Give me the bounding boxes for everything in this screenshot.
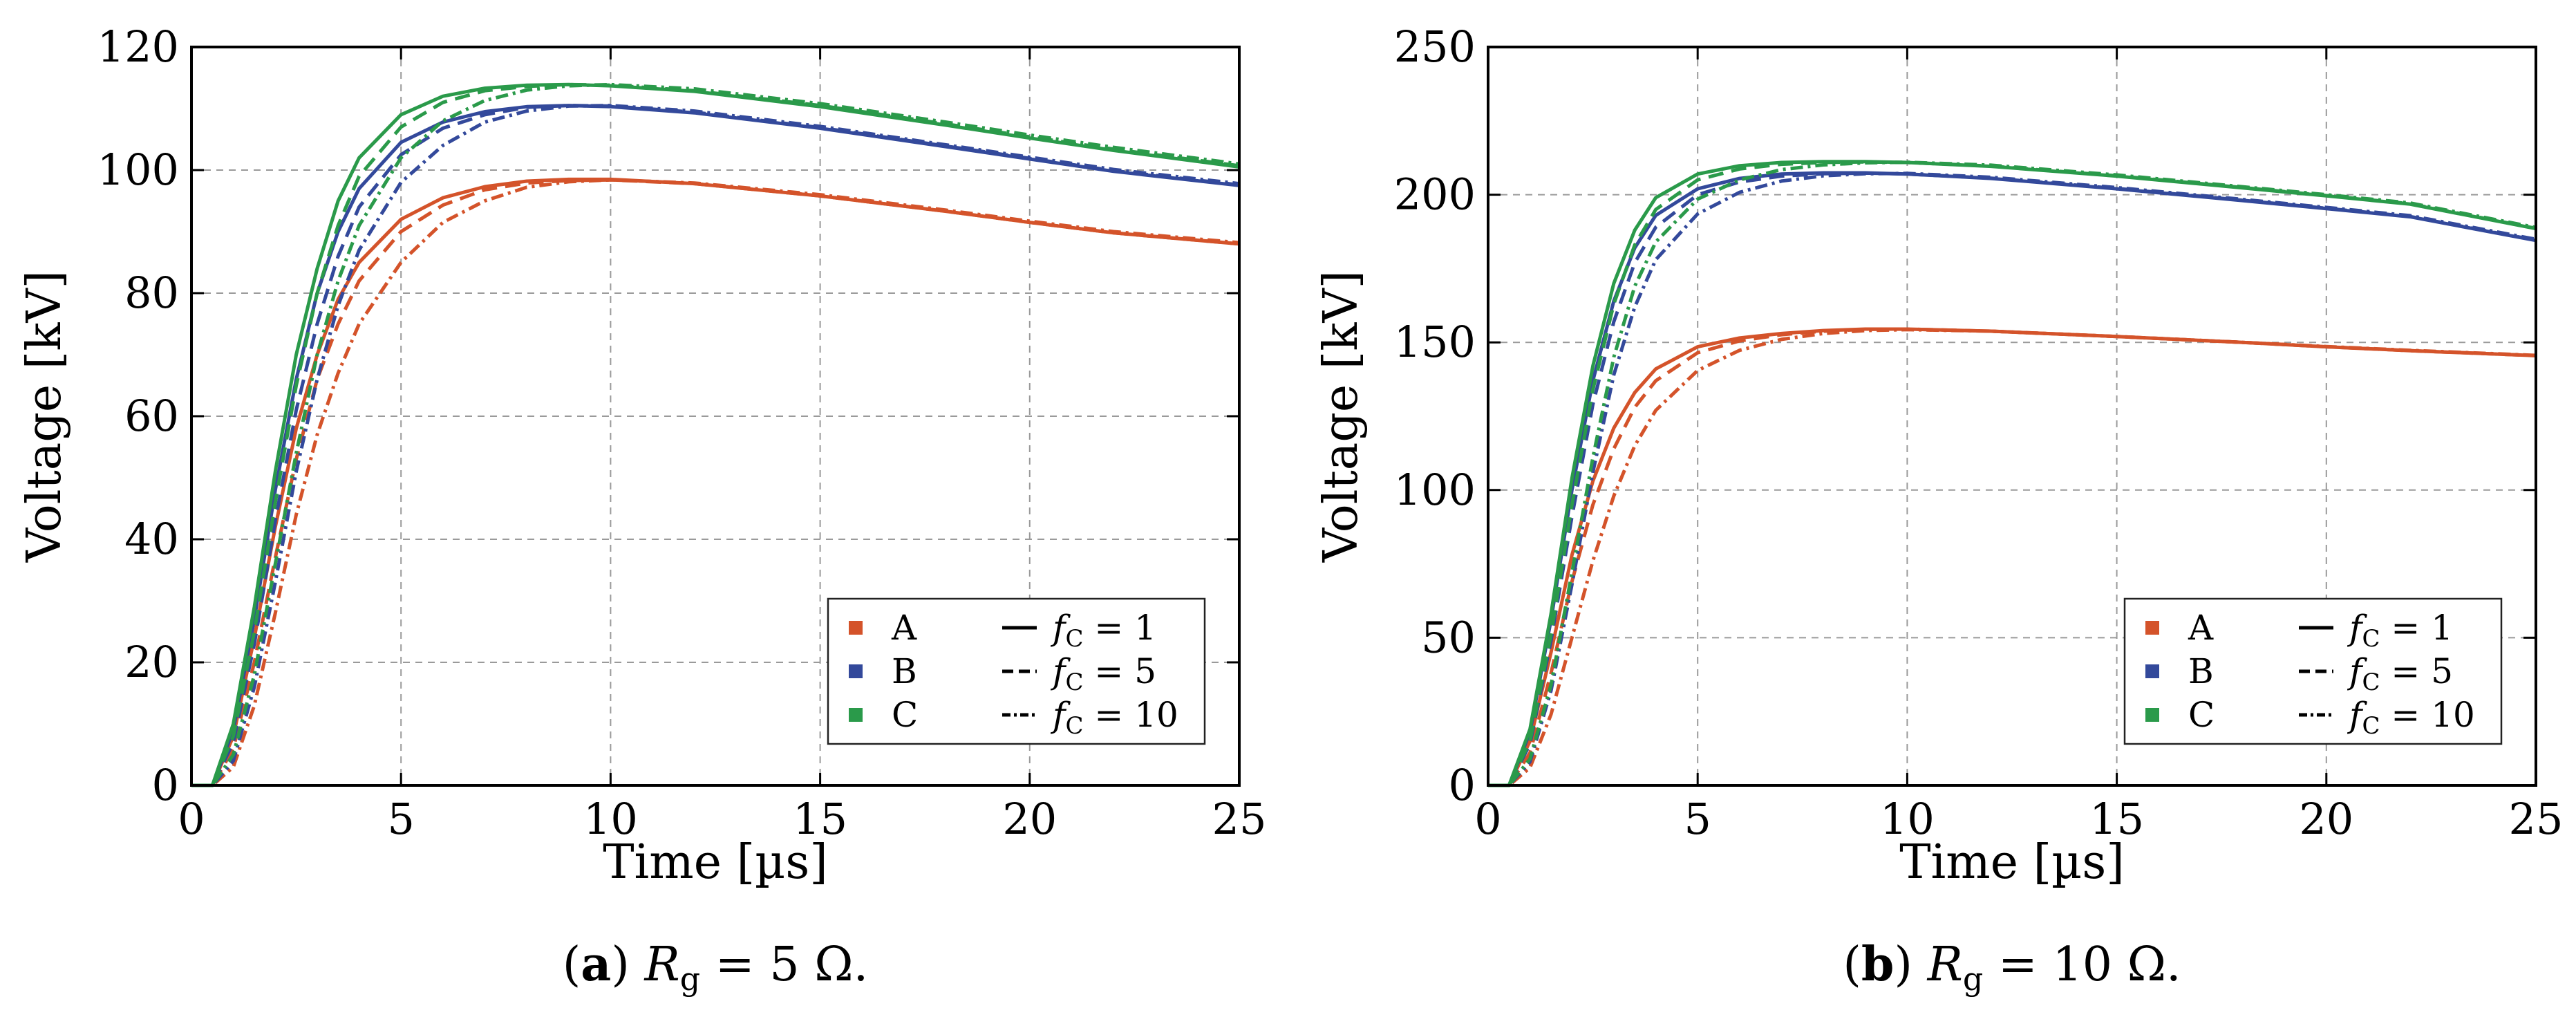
x-tick-label: 0: [1474, 794, 1501, 844]
caption-panel-letter: a: [581, 937, 611, 992]
x-tick-label: 15: [793, 794, 847, 844]
legend-style-label: fC = 1: [2347, 608, 2453, 653]
legend-value: = 5: [1084, 651, 1157, 691]
legend-subscript: C: [1066, 669, 1084, 696]
legend-swatch-b: [2145, 664, 2159, 678]
x-tick-label: 0: [178, 794, 205, 844]
caption-symbol: R: [1926, 937, 1963, 992]
legend-label-c: C: [2188, 695, 2215, 735]
plot-frame: [1487, 46, 2537, 787]
y-tick-label: 250: [1394, 21, 1476, 72]
legend-value: = 1: [1084, 608, 1157, 648]
y-axis-label: Voltage [kV]: [17, 270, 72, 563]
y-tick-label: 60: [124, 391, 179, 441]
legend-label-a: A: [2188, 608, 2214, 648]
legend-value: = 1: [2380, 608, 2454, 648]
caption-subscript: g: [680, 960, 700, 998]
x-axis-label: Time [µs]: [1899, 835, 2125, 890]
y-tick-label: 100: [1394, 465, 1476, 515]
panel-caption: (a) Rg = 5 Ω.: [563, 937, 869, 998]
y-tick-label: 100: [97, 144, 179, 195]
x-tick-label: 10: [583, 794, 638, 844]
caption-symbol: R: [643, 937, 680, 992]
chart-panel-a: 0 5 10 15 20 25 0 20 40 60 80 100 120 Time [µs] Voltag…: [17, 21, 1266, 998]
y-tick-label: 0: [152, 760, 179, 810]
series-line-c-dashed: [1488, 160, 2537, 787]
x-axis-label: Time [µs]: [603, 835, 828, 890]
x-tick-label: 20: [1002, 794, 1057, 844]
legend-subscript: C: [2362, 712, 2380, 740]
legend-label-b: B: [892, 651, 917, 691]
series-line-b-dashdot: [191, 104, 1240, 787]
series-line-b-dashed: [191, 104, 1240, 787]
legend-style-label: fC = 1: [1050, 608, 1156, 653]
x-tick-label: 10: [1880, 794, 1935, 844]
y-tick-label: 50: [1421, 612, 1476, 662]
legend-box: [827, 597, 1206, 745]
legend-value: = 10: [1084, 695, 1178, 735]
y-tick-label: 20: [124, 637, 179, 687]
caption-rest: = 5 Ω.: [700, 937, 868, 992]
x-tick-label: 25: [1212, 794, 1267, 844]
series-line-a-dashdot: [191, 178, 1240, 787]
x-tick-label: 25: [2509, 794, 2564, 844]
x-tick-label: 20: [2299, 794, 2353, 844]
legend-value: = 10: [2380, 695, 2475, 735]
legend-subscript: C: [1066, 625, 1084, 653]
y-tick-label: 80: [124, 268, 179, 318]
y-tick-label: 40: [124, 514, 179, 564]
y-axis-label: Voltage [kV]: [1314, 270, 1369, 563]
legend-style-label: fC = 5: [2347, 651, 2453, 696]
caption-subscript: g: [1963, 960, 1983, 998]
legend-swatch-a: [2145, 621, 2159, 635]
series-line-b-dashdot: [1488, 171, 2537, 787]
legend-label-b: B: [2188, 651, 2214, 691]
series-line-a-dashdot: [1488, 328, 2537, 787]
legend-subscript: C: [1066, 712, 1084, 740]
x-tick-label: 5: [1684, 794, 1711, 844]
y-tick-label: 200: [1394, 169, 1476, 220]
x-tick-label: 5: [387, 794, 414, 844]
y-tick-label: 120: [97, 21, 179, 72]
caption-panel-letter: b: [1861, 937, 1895, 992]
panel-caption: (b) Rg = 10 Ω.: [1843, 937, 2181, 998]
legend-label-c: C: [892, 695, 918, 735]
legend-swatch-b: [849, 664, 863, 678]
caption-rest: = 10 Ω.: [1983, 937, 2181, 992]
x-tick-label: 15: [2089, 794, 2144, 844]
y-tick-label: 0: [1449, 760, 1476, 810]
legend-subscript: C: [2362, 669, 2380, 696]
y-tick-label: 150: [1394, 317, 1476, 367]
legend-swatch-a: [849, 621, 863, 635]
series-line-c-dashdot: [191, 82, 1240, 787]
legend-swatch-c: [2145, 708, 2159, 722]
legend-box: [2123, 597, 2503, 745]
legend-swatch-c: [849, 708, 863, 722]
legend-value: = 5: [2380, 651, 2454, 691]
legend-subscript: C: [2362, 625, 2380, 653]
series-line-c-dashed: [191, 82, 1240, 787]
legend-label-a: A: [891, 608, 917, 648]
